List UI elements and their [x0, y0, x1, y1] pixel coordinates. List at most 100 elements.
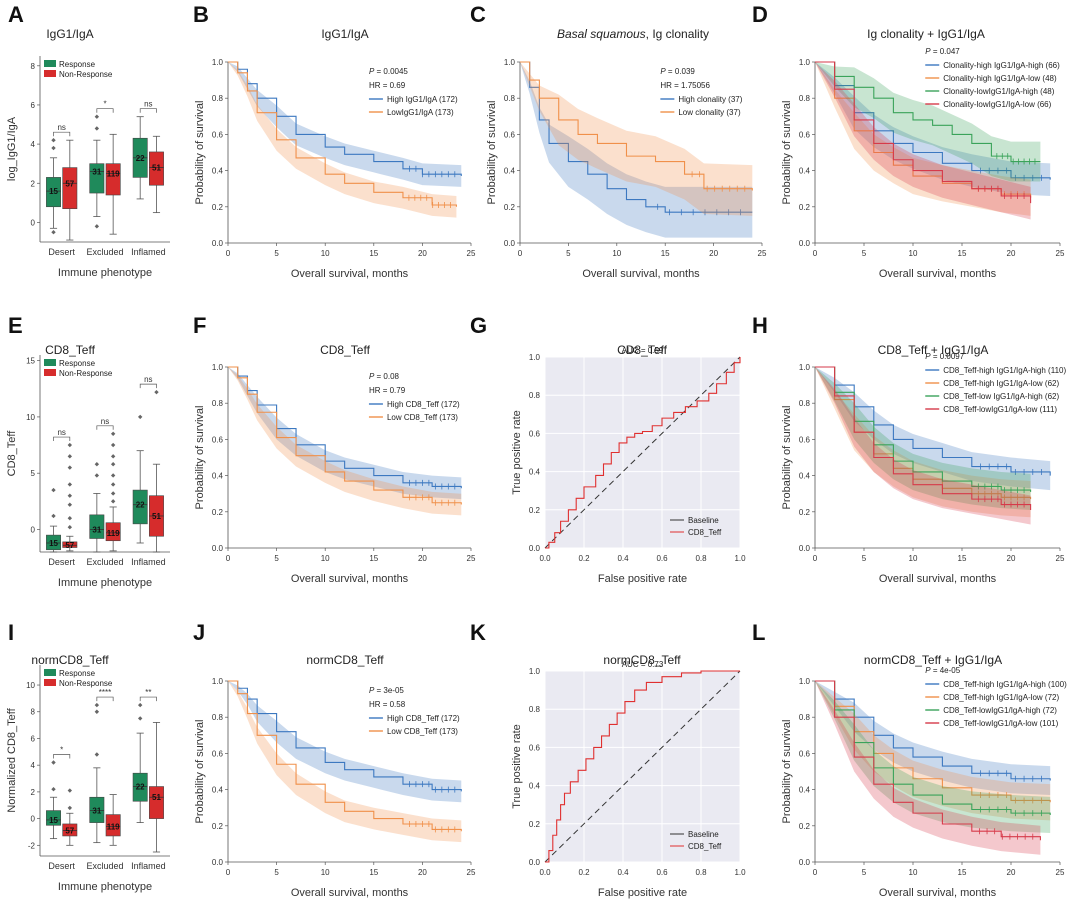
baseline-diagonal	[544, 670, 741, 863]
sample-count: 119	[107, 169, 120, 178]
roc-curve	[545, 357, 741, 549]
panel-label: E	[8, 313, 23, 338]
box-non-response	[62, 167, 78, 210]
x-tick-label: 25	[1056, 868, 1065, 877]
panel-b: B IgG1/IgA Overall survival, months Probabi…	[193, 2, 476, 280]
y-tick-label: 0.2	[529, 820, 541, 829]
legend-entry-2: LowIgG1/IgA (173)	[387, 108, 454, 117]
significance-bracket	[139, 696, 157, 702]
outlier-point	[110, 473, 116, 478]
survival-curve-3	[815, 61, 1041, 163]
legend-entry-baseline: Baseline	[688, 830, 719, 839]
ci-band-1	[815, 681, 1051, 796]
significance-bracket	[53, 754, 71, 759]
y-tick-label: 0.4	[529, 468, 541, 477]
outlier-point	[94, 473, 100, 478]
sample-count: 22	[136, 783, 145, 792]
y-axis-label: log_IgG1/IgA	[6, 116, 18, 181]
legend-swatch-response	[44, 359, 56, 366]
panel-f: F CD8_Teff Overall survival, months Probabi…	[193, 313, 476, 585]
y-axis-label: CD8_Teff	[6, 430, 18, 477]
legend-entry-1: High clonality (37)	[678, 95, 742, 104]
outlier-point	[94, 126, 100, 131]
x-tick-label: Desert	[48, 557, 75, 567]
y-tick-label: 1.0	[212, 58, 224, 67]
y-axis-label: True positive rate	[511, 724, 523, 809]
x-tick-label: 10	[321, 868, 330, 877]
box-response	[89, 796, 105, 823]
y-tick-label: 0.4	[212, 472, 224, 481]
stat-p-value: = 0.039	[666, 67, 696, 76]
box-non-response	[105, 814, 121, 837]
panel-title: CD8_Teff	[45, 343, 95, 357]
legend-entry-3: CD8_Teff-low IgG1/IgA-high (62)	[943, 392, 1059, 401]
panel-h: H CD8_Teff + IgG1/IgA Overall survival, mo…	[752, 313, 1066, 585]
x-tick-label: 0.0	[539, 554, 551, 563]
outlier-point	[51, 230, 56, 235]
x-tick-label: Inflamed	[131, 861, 166, 871]
y-tick-label: 1.0	[529, 667, 541, 676]
stat-p-value: = 3e-05	[374, 686, 404, 695]
legend-entry-3: CD8_Teff-lowIgG1/IgA-high (72)	[943, 706, 1057, 715]
x-tick-label: 0.6	[656, 554, 668, 563]
y-tick-label: 0.0	[529, 858, 541, 867]
panel-label: J	[193, 620, 205, 645]
legend-entry-response: Response	[59, 60, 96, 69]
y-tick-label: 0.0	[212, 239, 224, 248]
stat-annotation: P = 3e-05	[369, 686, 404, 695]
panel-label: A	[8, 2, 24, 27]
sample-count: 119	[107, 823, 120, 832]
x-tick-label: 15	[369, 249, 378, 258]
x-tick-label: Excluded	[86, 247, 123, 257]
x-tick-label: 25	[467, 249, 476, 258]
sample-count: 15	[49, 187, 58, 196]
significance-bracket	[96, 425, 114, 430]
significance-label: *	[103, 100, 106, 109]
outlier-point	[51, 787, 56, 792]
survival-curve-1	[815, 366, 1051, 476]
outlier-point	[67, 454, 73, 459]
legend-swatch-response	[44, 669, 56, 676]
y-tick-label: 0.8	[212, 94, 224, 103]
panel-g: G CD8_Teff 0.0 0.2 0.4 0.6 0.8 1.0 0.0 0.2 0.4 0.6 0…	[470, 313, 746, 585]
ci-band-2	[228, 62, 457, 218]
legend-entry-roc: CD8_Teff	[688, 528, 722, 537]
stat-annotation: P = 0.047	[925, 47, 960, 56]
box-non-response	[149, 786, 164, 819]
sample-count: 51	[152, 793, 161, 802]
significance-label: ns	[144, 100, 152, 109]
x-tick-label: 20	[418, 554, 427, 563]
outlier-point	[137, 716, 143, 721]
stat-p-value: = 0.047	[931, 47, 961, 56]
stat-annotation: HR = 0.58	[369, 700, 406, 709]
y-axis-label: Probability of survival	[194, 101, 206, 205]
survival-curve-4	[815, 61, 1032, 204]
outlier-point	[67, 516, 73, 521]
box-response	[46, 534, 61, 551]
ci-band-3	[815, 62, 1041, 182]
legend-entry-1: High CD8_Teff (172)	[387, 400, 460, 409]
survival-curve-4	[815, 680, 1041, 841]
y-tick-label: 0	[31, 525, 36, 534]
survival-curve-2	[228, 366, 462, 505]
x-axis-label: False positive rate	[598, 573, 687, 585]
outlier-point	[67, 525, 73, 530]
significance-label: ns	[101, 417, 109, 426]
x-tick-label: 20	[1007, 249, 1016, 258]
significance-bracket	[53, 131, 71, 137]
panel-title: IgG1/IgA	[321, 27, 368, 41]
y-tick-label: 1.0	[799, 58, 811, 67]
x-axis-label: Immune phenotype	[58, 267, 152, 279]
y-tick-label: -2	[28, 841, 36, 850]
x-axis-label: Overall survival, months	[879, 887, 997, 899]
y-tick-label: 0.0	[504, 239, 516, 248]
survival-curve-3	[815, 680, 1051, 815]
survival-curve-2	[228, 680, 462, 832]
x-tick-label: 15	[369, 554, 378, 563]
x-axis-label: False positive rate	[598, 887, 687, 899]
sample-count: 57	[65, 179, 74, 188]
x-tick-label: 5	[862, 249, 867, 258]
stat-annotation: P = 0.08	[369, 372, 400, 381]
